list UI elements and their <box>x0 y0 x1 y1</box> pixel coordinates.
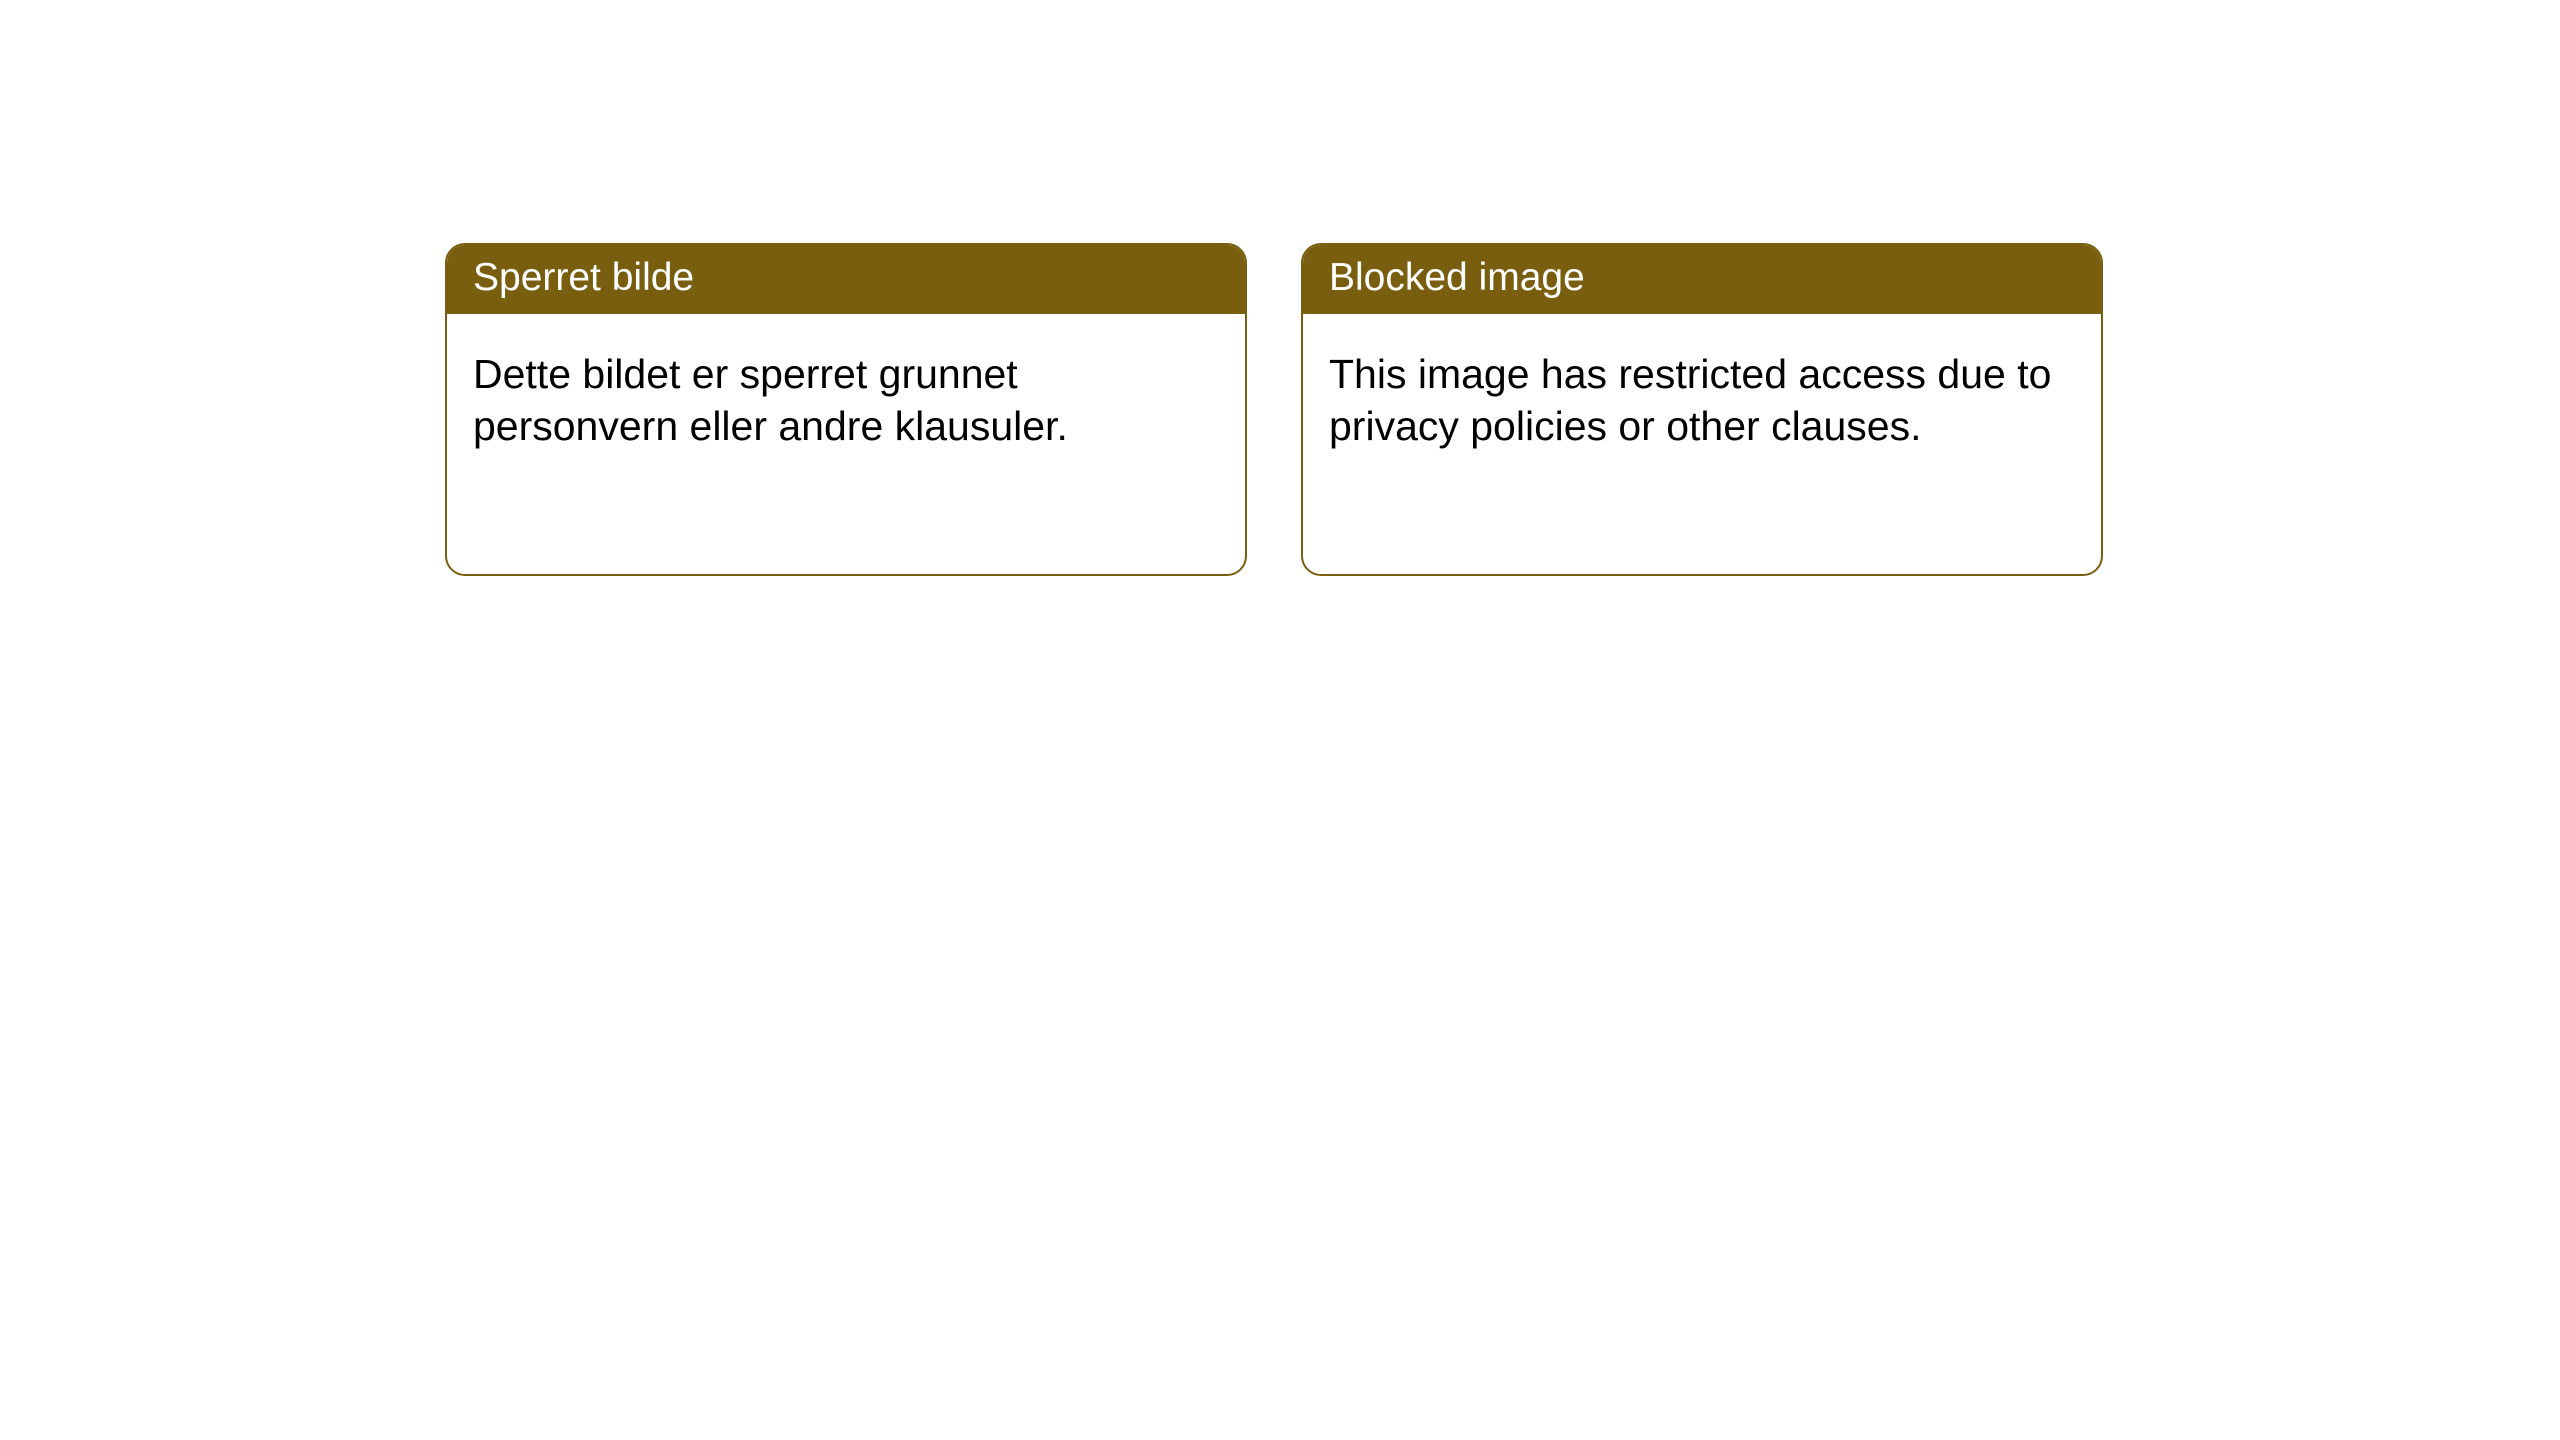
card-header: Sperret bilde <box>447 245 1245 314</box>
card-title: Sperret bilde <box>473 256 694 299</box>
blocked-image-card-no: Sperret bilde Dette bildet er sperret gr… <box>445 243 1247 576</box>
card-header: Blocked image <box>1303 245 2101 314</box>
notice-cards-container: Sperret bilde Dette bildet er sperret gr… <box>0 0 2560 576</box>
card-body-text: This image has restricted access due to … <box>1329 351 2051 449</box>
card-body: Dette bildet er sperret grunnet personve… <box>447 314 1245 479</box>
blocked-image-card-en: Blocked image This image has restricted … <box>1301 243 2103 576</box>
card-title: Blocked image <box>1329 256 1585 299</box>
card-body-text: Dette bildet er sperret grunnet personve… <box>473 351 1068 449</box>
card-body: This image has restricted access due to … <box>1303 314 2101 479</box>
